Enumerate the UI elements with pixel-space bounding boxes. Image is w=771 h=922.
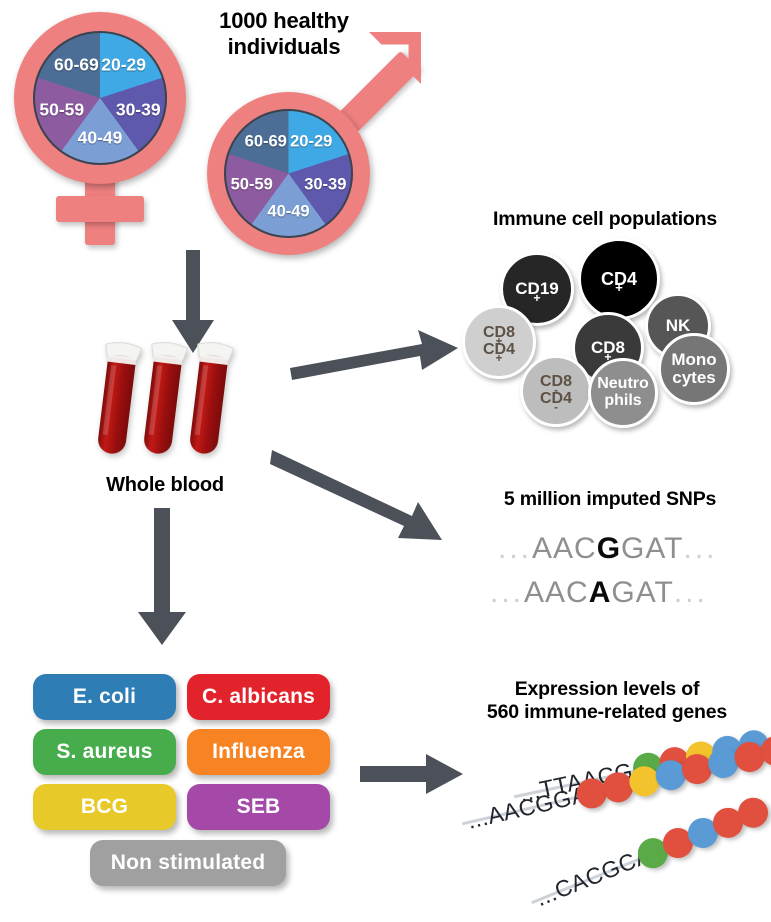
snp-variant-base: A	[588, 576, 612, 609]
pie-slice-label-40-49: 40-49	[77, 127, 123, 148]
stimulus-label: C. albicans	[201, 685, 316, 708]
title-line-2: individuals	[227, 33, 341, 59]
stimulus-label: Non stimulated	[110, 851, 266, 874]
stimulus-button-s-aureus[interactable]: S. aureus	[33, 729, 176, 775]
whole-blood-tubes-icon	[96, 336, 286, 476]
snp-left-bases: AAC	[532, 532, 597, 565]
snp-right-bases: GAT	[611, 576, 674, 609]
immune-cell-label: CD19 +	[515, 279, 559, 305]
immune-cell-label: CD8 + CD4 +	[482, 324, 515, 365]
immune-cell-cd8-cd4-: CD8- CD4-	[520, 355, 592, 427]
snp-sequence-row: ...AACAGAT...	[490, 576, 708, 610]
expression-title-line-1: Expression levels of	[514, 678, 700, 700]
stimulus-button-c-albicans[interactable]: C. albicans	[187, 674, 330, 720]
female-cross-icon	[56, 196, 144, 222]
pie-slice-label-20-29: 20-29	[101, 54, 147, 75]
stimulus-label: S. aureus	[56, 740, 153, 763]
whole-blood-label: Whole blood	[106, 474, 224, 496]
snp-left-bases: AAC	[524, 576, 589, 609]
stimulus-label: E. coli	[72, 685, 137, 708]
immune-cell-neutro-phils: Neutro phils	[588, 358, 658, 428]
stimulus-label: SEB	[236, 795, 281, 818]
blood-tube	[88, 334, 145, 466]
pie-slice-label-40-49: 40-49	[267, 202, 310, 221]
stimulus-button-influenza[interactable]: Influenza	[187, 729, 330, 775]
arrow-cohort-to-blood	[172, 250, 214, 353]
pie-slice-label-50-59: 50-59	[39, 99, 85, 120]
arrow-stimuli-to-expression	[360, 754, 463, 794]
arrow-blood-to-stimuli	[138, 508, 186, 645]
snps-section-title: 5 million imputed SNPs	[503, 488, 717, 510]
pie-slice-label-30-39: 30-39	[115, 99, 161, 120]
title-line-1: 1000 healthy	[219, 8, 349, 33]
pie-slice-label-50-59: 50-59	[230, 175, 273, 194]
blood-tube	[134, 334, 191, 466]
immune-cell-label: Mono cytes	[671, 350, 717, 387]
stimulus-button-bcg[interactable]: BCG	[33, 784, 176, 830]
snp-prefix-ellipsis: ...	[490, 576, 525, 609]
expression-title-line-2: 560 immune-related genes	[486, 701, 728, 723]
stimulus-button-non-stimulated[interactable]: Non stimulated	[90, 840, 286, 886]
expression-section-title: Expression levels of 560 immune-related …	[452, 678, 762, 724]
pie-slice-label-60-69: 60-69	[244, 132, 287, 151]
immune-cell-label: NK	[665, 316, 691, 336]
pie-slice-label-20-29: 20-29	[290, 132, 333, 151]
immune-cell-label: CD4 +	[600, 268, 637, 296]
immune-cell-label: CD8- CD4-	[539, 373, 572, 414]
pie-slice-label-60-69: 60-69	[53, 54, 99, 75]
snp-variant-base: G	[596, 532, 622, 565]
arrow-blood-to-snps	[270, 450, 442, 540]
arrow-blood-to-immune	[290, 330, 458, 380]
stimulus-button-seb[interactable]: SEB	[187, 784, 330, 830]
snp-sequence-row: ...AACGGAT...	[498, 532, 718, 566]
immune-cell-mono-cytes: Mono cytes	[658, 333, 730, 405]
snp-suffix-ellipsis: ...	[683, 532, 718, 565]
snp-right-bases: GAT	[621, 532, 684, 565]
stimulus-label: BCG	[80, 795, 129, 818]
stimulus-label: Influenza	[212, 740, 305, 763]
snp-suffix-ellipsis: ...	[673, 576, 708, 609]
male-age-pie-chart	[224, 109, 353, 238]
immune-section-title: Immune cell populations	[492, 208, 717, 230]
page-title: 1000 healthy individuals	[176, 8, 392, 60]
immune-cell-label: CD8 +	[590, 338, 625, 364]
pie-slice-label-30-39: 30-39	[304, 175, 347, 194]
female-age-pie-chart	[33, 31, 167, 165]
immune-cell-cd8-cd4-: CD8 + CD4 +	[462, 305, 536, 379]
immune-cell-cd4: CD4 +	[578, 238, 660, 320]
snp-prefix-ellipsis: ...	[498, 532, 533, 565]
stimulus-button-e-coli[interactable]: E. coli	[33, 674, 176, 720]
blood-tube	[180, 334, 237, 466]
immune-cell-label: Neutro phils	[597, 375, 649, 409]
